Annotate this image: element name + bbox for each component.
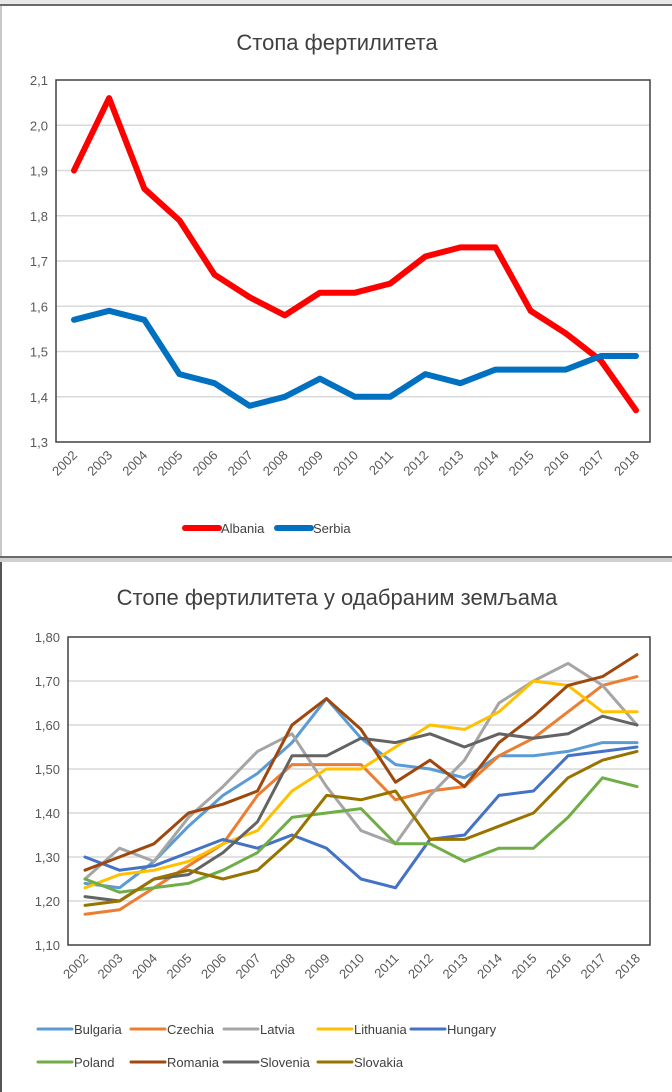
- y-tick-label: 1,70: [35, 674, 60, 689]
- legend-label: Latvia: [260, 1022, 295, 1037]
- chart2-title: Стопе фертилитета у одабраним земљама: [117, 585, 558, 610]
- y-tick-label: 2,0: [30, 118, 48, 133]
- legend-item-slovenia[interactable]: Slovenia: [222, 1055, 311, 1070]
- legend-label: Serbia: [313, 521, 351, 536]
- y-tick-label: 1,7: [30, 254, 48, 269]
- y-tick-label: 1,30: [35, 850, 60, 865]
- chart2-plot-frame: [67, 636, 651, 946]
- legend-label: Czechia: [167, 1022, 215, 1037]
- legend-item-poland[interactable]: Poland: [36, 1055, 114, 1070]
- x-tick-label: 2002: [60, 951, 91, 982]
- chart-selected-countries[interactable]: Стопе фертилитета у одабраним земљама 1,…: [0, 562, 672, 1092]
- legend-label: Hungary: [447, 1022, 497, 1037]
- x-tick-label: 2015: [506, 448, 537, 479]
- x-tick-label: 2014: [474, 951, 505, 982]
- legend-item-romania[interactable]: Romania: [129, 1055, 220, 1070]
- x-tick-label: 2009: [295, 448, 326, 479]
- x-tick-label: 2007: [225, 448, 256, 479]
- y-tick-label: 1,6: [30, 299, 48, 314]
- legend-item-bulgaria[interactable]: Bulgaria: [36, 1022, 122, 1037]
- chart2-svg: Стопе фертилитета у одабраним земљама 1,…: [35, 585, 651, 1070]
- x-tick-label: 2004: [119, 448, 150, 479]
- x-tick-label: 2010: [336, 951, 367, 982]
- chart1-svg: Стопа фертилитета 2,1 2,0 1,9 1,8 1,7 1,6 1,5 1…: [30, 30, 651, 536]
- y-tick-label: 1,20: [35, 894, 60, 909]
- y-tick-label: 1,40: [35, 806, 60, 821]
- y-tick-label: 2,1: [30, 73, 48, 88]
- legend-item-hungary[interactable]: Hungary: [409, 1022, 497, 1037]
- y-tick-label: 1,10: [35, 938, 60, 953]
- x-tick-label: 2005: [154, 448, 185, 479]
- y-tick-label: 1,8: [30, 209, 48, 224]
- legend-label: Romania: [167, 1055, 220, 1070]
- legend-item-serbia[interactable]: Serbia: [274, 521, 351, 536]
- x-tick-label: 2017: [578, 951, 609, 982]
- legend-item-slovakia[interactable]: Slovakia: [316, 1055, 404, 1070]
- x-tick-label: 2017: [576, 448, 607, 479]
- legend-item-czechia[interactable]: Czechia: [129, 1022, 215, 1037]
- chart-albania-serbia[interactable]: Стопа фертилитета 2,1 2,0 1,9 1,8 1,7 1,6 1,5 1…: [0, 6, 672, 556]
- sheet-top-border: [0, 0, 672, 6]
- x-tick-label: 2010: [330, 448, 361, 479]
- x-tick-label: 2013: [435, 448, 466, 479]
- x-tick-label: 2003: [84, 448, 115, 479]
- legend-item-albania[interactable]: Albania: [182, 521, 265, 536]
- x-tick-label: 2015: [509, 951, 540, 982]
- legend-item-latvia[interactable]: Latvia: [222, 1022, 295, 1037]
- x-tick-label: 2016: [541, 448, 572, 479]
- chart1-title: Стопа фертилитета: [236, 30, 438, 55]
- x-tick-label: 2008: [267, 951, 298, 982]
- x-tick-label: 2005: [164, 951, 195, 982]
- chart1-plot-frame: [55, 79, 651, 443]
- x-tick-label: 2014: [471, 448, 502, 479]
- y-tick-label: 1,5: [30, 345, 48, 360]
- y-tick-label: 1,80: [35, 630, 60, 645]
- y-tick-label: 1,9: [30, 164, 48, 179]
- x-tick-label: 2016: [543, 951, 574, 982]
- chart-divider: [0, 556, 672, 562]
- legend-label: Slovakia: [354, 1055, 404, 1070]
- legend-label: Bulgaria: [74, 1022, 122, 1037]
- x-tick-label: 2003: [95, 951, 126, 982]
- series-line-romania[interactable]: [83, 653, 639, 872]
- series-line-albania[interactable]: [71, 95, 639, 414]
- y-tick-label: 1,50: [35, 762, 60, 777]
- x-tick-label: 2012: [400, 448, 431, 479]
- y-tick-label: 1,4: [30, 390, 48, 405]
- x-tick-label: 2013: [440, 951, 471, 982]
- x-tick-label: 2009: [302, 951, 333, 982]
- y-tick-label: 1,60: [35, 718, 60, 733]
- x-tick-label: 2012: [405, 951, 436, 982]
- x-tick-label: 2011: [371, 951, 401, 981]
- legend-label: Albania: [221, 521, 265, 536]
- legend-label: Slovenia: [260, 1055, 311, 1070]
- x-tick-label: 2007: [233, 951, 264, 982]
- legend-item-lithuania[interactable]: Lithuania: [316, 1022, 408, 1037]
- x-tick-label: 2006: [198, 951, 229, 982]
- y-tick-label: 1,3: [30, 435, 48, 450]
- x-tick-label: 2011: [366, 448, 396, 478]
- x-tick-label: 2004: [129, 951, 160, 982]
- legend-label: Lithuania: [354, 1022, 408, 1037]
- legend-label: Poland: [74, 1055, 114, 1070]
- x-tick-label: 2006: [190, 448, 221, 479]
- x-tick-label: 2018: [611, 448, 642, 479]
- x-tick-label: 2018: [612, 951, 643, 982]
- x-tick-label: 2008: [260, 448, 291, 479]
- x-tick-label: 2002: [49, 448, 80, 479]
